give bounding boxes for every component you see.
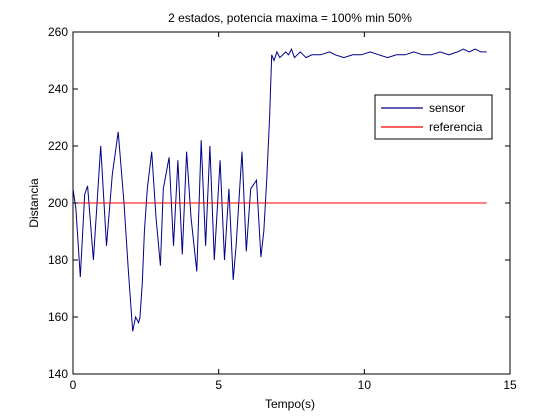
series-line-sensor [72, 47, 487, 332]
y-tick-label: 200 [48, 196, 68, 210]
x-tick-label: 10 [358, 378, 372, 392]
y-tick-label: 140 [48, 367, 68, 381]
series-layer [72, 47, 487, 332]
y-tick-label: 260 [48, 25, 68, 39]
y-tick-label: 220 [48, 139, 68, 153]
legend: sensor referencia [374, 94, 493, 140]
y-tick-label: 240 [48, 82, 68, 96]
x-tick-label: 0 [70, 378, 77, 392]
x-tick-label: 5 [215, 378, 222, 392]
plot-area: 0 5 10 15 140 160 180 200 220 240 260 [48, 25, 517, 392]
legend-box [374, 94, 493, 140]
tick-layer: 0 5 10 15 140 160 180 200 220 240 260 [48, 25, 517, 392]
y-tick-label: 180 [48, 253, 68, 267]
chart-title: 2 estados, potencia maxima = 100% min 50… [168, 11, 412, 25]
y-axis-label: Distancia [27, 178, 41, 228]
legend-label-referencia: referencia [429, 120, 483, 134]
x-axis-label: Tempo(s) [265, 397, 315, 411]
y-tick-label: 160 [48, 310, 68, 324]
legend-label-sensor: sensor [429, 101, 465, 115]
x-tick-label: 15 [503, 378, 517, 392]
